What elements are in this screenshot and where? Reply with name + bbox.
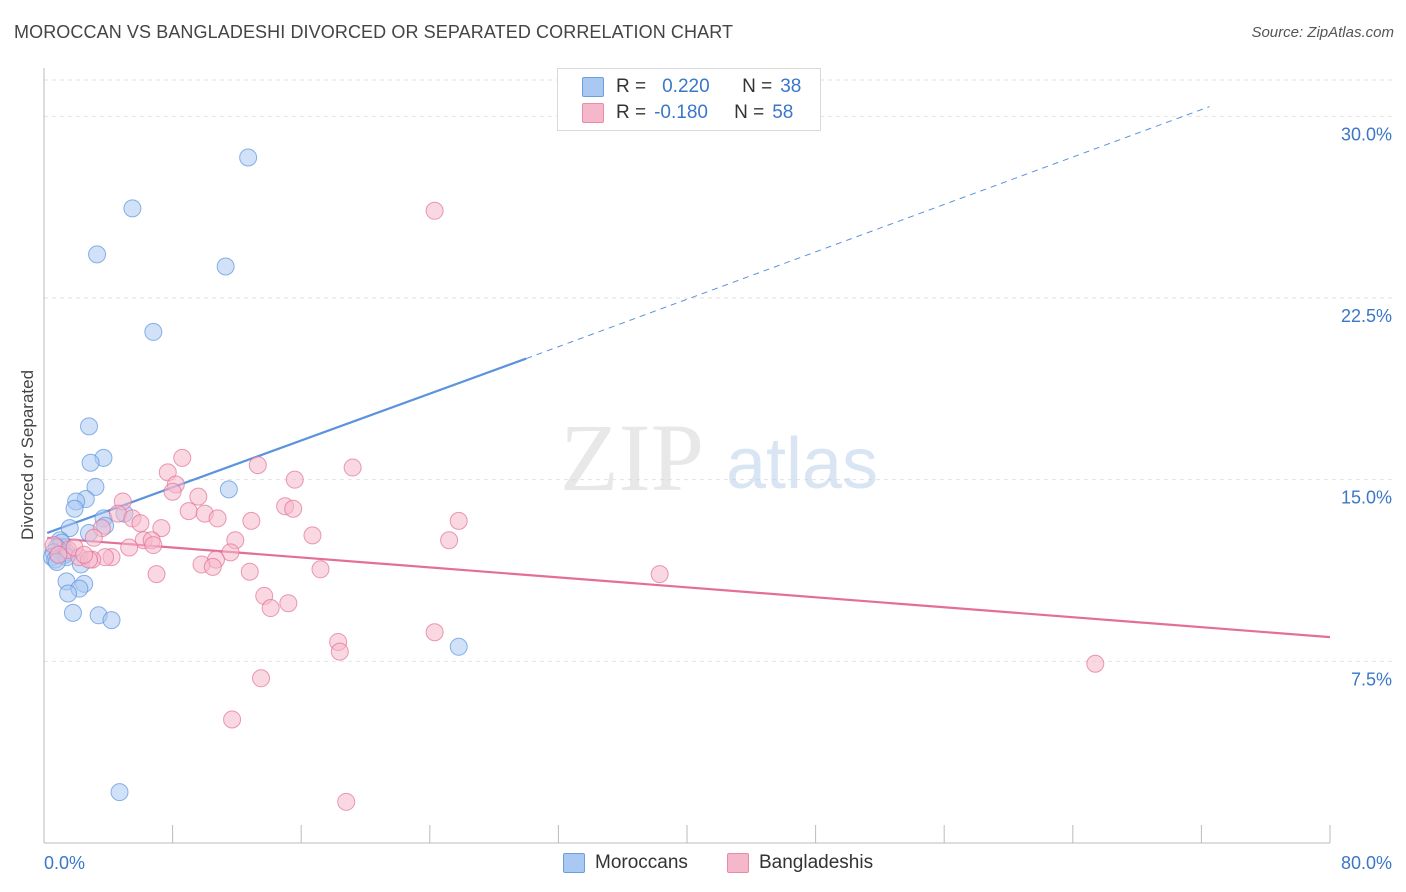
data-point <box>343 458 362 477</box>
legend-n-label: N = <box>734 102 765 123</box>
data-point <box>88 245 107 264</box>
series-moroccans <box>43 148 468 802</box>
data-point <box>248 456 267 475</box>
data-point <box>179 502 198 521</box>
y-axis-label: Divorced or Separated <box>18 370 37 540</box>
data-point <box>144 536 163 555</box>
y-tick-label: 7.5% <box>1351 669 1392 689</box>
chart-title: MOROCCAN VS BANGLADESHI DIVORCED OR SEPA… <box>14 22 734 42</box>
data-point <box>63 603 82 622</box>
data-point <box>311 560 330 579</box>
legend: R = 0.220 N = 38 R = -0.180 N = 58 <box>557 68 821 131</box>
data-point <box>279 594 298 613</box>
data-point <box>110 783 129 802</box>
trend-line-bangladeshis <box>47 536 1331 639</box>
legend-n-value: 38 <box>780 76 802 97</box>
data-point <box>49 545 68 564</box>
data-point <box>337 792 356 811</box>
legend-n-value: 58 <box>772 102 794 123</box>
data-point <box>223 710 242 729</box>
data-point <box>330 642 349 661</box>
data-point <box>131 514 150 533</box>
trend-lines <box>46 106 1331 639</box>
trend-extension-moroccans <box>526 106 1210 360</box>
data-point <box>219 480 238 499</box>
data-point <box>449 637 468 656</box>
legend-r-value: 0.220 <box>662 76 710 97</box>
bottom-legend-swatch <box>563 853 585 873</box>
data-point <box>203 557 222 576</box>
data-point <box>189 487 208 506</box>
data-point <box>81 453 100 472</box>
x-tick-label: 0.0% <box>44 853 85 873</box>
data-point <box>59 584 78 603</box>
data-point <box>425 201 444 220</box>
data-point <box>221 543 240 562</box>
data-point <box>239 148 258 167</box>
bottom-legend-moroccans: Moroccans <box>563 852 688 874</box>
data-point <box>650 565 669 584</box>
legend-r-value: -0.180 <box>654 102 708 123</box>
legend-row-bangladeshis: R = -0.180 N = 58 <box>582 101 793 125</box>
data-point <box>173 448 192 467</box>
data-point <box>123 199 142 218</box>
data-point <box>120 538 139 557</box>
axes <box>43 68 1331 844</box>
data-point <box>449 511 468 530</box>
legend-r-label: R = <box>616 102 647 123</box>
data-point <box>261 599 280 618</box>
data-point <box>303 526 322 545</box>
data-point <box>242 511 261 530</box>
legend-n-label: N = <box>742 76 773 97</box>
data-point <box>240 562 259 581</box>
data-point <box>60 519 79 538</box>
legend-row-moroccans: R = 0.220 N = 38 <box>582 75 801 99</box>
data-points <box>43 148 1105 811</box>
bottom-legend-swatch <box>727 853 749 873</box>
data-point <box>440 531 459 550</box>
data-point <box>208 509 227 528</box>
bottom-legend-label: Moroccans <box>595 852 688 873</box>
legend-swatch-moroccans <box>582 77 604 97</box>
data-point <box>425 623 444 642</box>
y-tick-label: 15.0% <box>1341 488 1392 508</box>
data-point <box>84 528 103 547</box>
watermark-zip: ZIP <box>560 404 704 511</box>
bottom-legend-label: Bangladeshis <box>759 852 874 873</box>
data-point <box>163 482 182 501</box>
tick-labels: 7.5% 15.0% 22.5% 30.0% 0.0% 80.0% <box>44 124 1392 873</box>
data-point <box>86 477 105 496</box>
data-point <box>80 417 99 436</box>
y-tick-label: 22.5% <box>1341 306 1392 326</box>
data-point <box>252 669 271 688</box>
data-point <box>75 545 94 564</box>
data-point <box>216 257 235 276</box>
x-tick-label: 80.0% <box>1341 853 1392 873</box>
data-point <box>285 470 304 489</box>
data-point <box>102 611 121 630</box>
source-label: Source: ZipAtlas.com <box>1251 24 1394 41</box>
bottom-legend-bangladeshis: Bangladeshis <box>727 852 873 874</box>
data-point <box>1086 654 1105 673</box>
data-point <box>144 322 163 341</box>
watermark-atlas: atlas <box>726 424 878 504</box>
data-point <box>147 565 166 584</box>
watermark: ZIP atlas <box>560 404 878 511</box>
legend-swatch-bangladeshis <box>582 103 604 123</box>
data-point <box>284 499 303 518</box>
data-point <box>65 499 84 518</box>
y-tick-label: 30.0% <box>1341 124 1392 144</box>
data-point <box>152 519 171 538</box>
legend-r-label: R = <box>616 76 647 97</box>
series-bangladeshis <box>44 201 1105 811</box>
